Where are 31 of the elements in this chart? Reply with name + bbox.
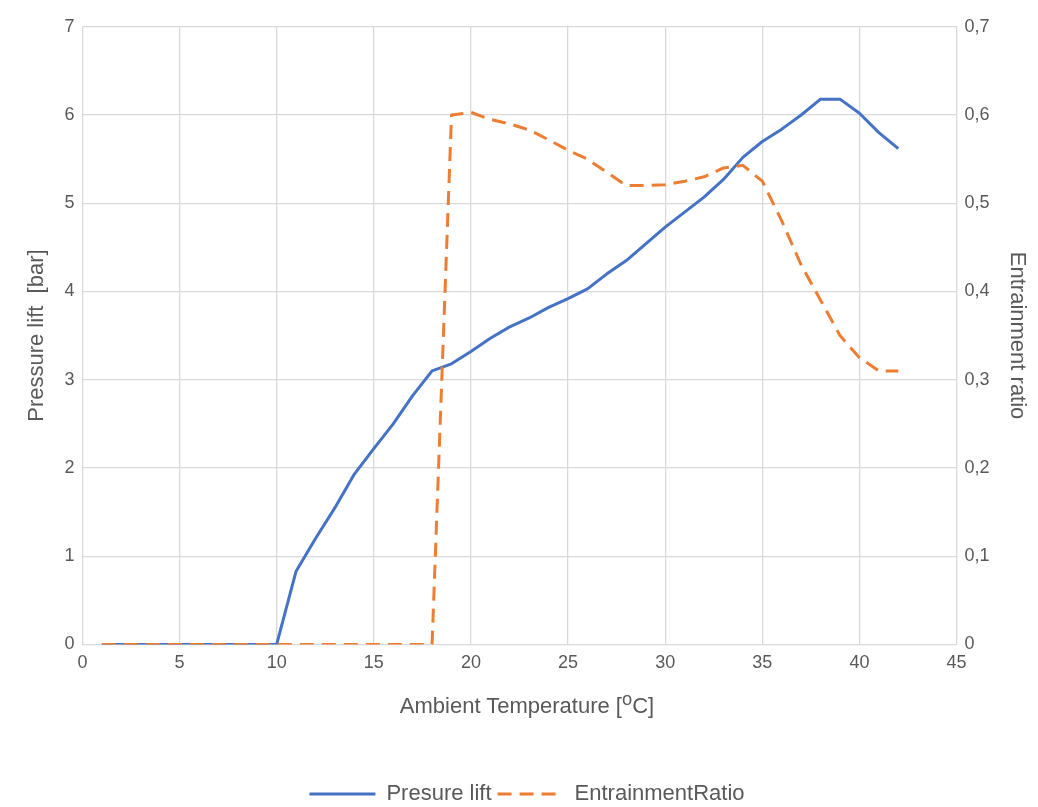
x-tick-label: 15 [363, 652, 384, 673]
y-axis-title: Pressure lift [bar] [23, 249, 49, 422]
x-tick-label: 40 [849, 652, 870, 673]
y2-tick-label: 0,6 [964, 104, 990, 124]
y2-tick-label: 0 [964, 633, 975, 654]
y-tick-label: 5 [64, 192, 75, 213]
y-tick-label: 3 [64, 368, 75, 389]
x-tick-label: 10 [266, 652, 287, 673]
y-tick-label: 2 [64, 456, 75, 477]
x-tick-label: 35 [752, 652, 773, 673]
y2-tick-label: 0,5 [964, 192, 990, 213]
x-tick-label: 30 [655, 652, 676, 673]
y2-tick-label: 0,3 [964, 368, 990, 389]
x-tick-label: 45 [946, 652, 967, 673]
x-tick-label: 25 [558, 652, 579, 673]
y2-axis-title: Entrainment ratio [1005, 251, 1031, 420]
y2-tick-label: 0,4 [964, 280, 990, 301]
x-tick-label: 5 [174, 652, 185, 673]
y2-tick-label: 0,2 [964, 456, 990, 477]
legend-label: EntrainmentRatio [574, 780, 745, 806]
y2-tick-label: 0,1 [964, 545, 990, 566]
x-axis-title: Ambient Temperature [$^{o}$C] [398, 688, 656, 720]
x-tick-label: 0 [77, 652, 88, 673]
legend-label: Presure lift [386, 780, 492, 806]
y-tick-label: 7 [64, 15, 75, 36]
y-tick-label: 6 [64, 104, 75, 124]
y-tick-label: 4 [64, 280, 75, 301]
x-tick-label: 20 [460, 652, 481, 673]
y-tick-label: 0 [64, 633, 75, 654]
y2-tick-label: 0,7 [964, 15, 990, 36]
y-tick-label: 1 [64, 545, 75, 566]
